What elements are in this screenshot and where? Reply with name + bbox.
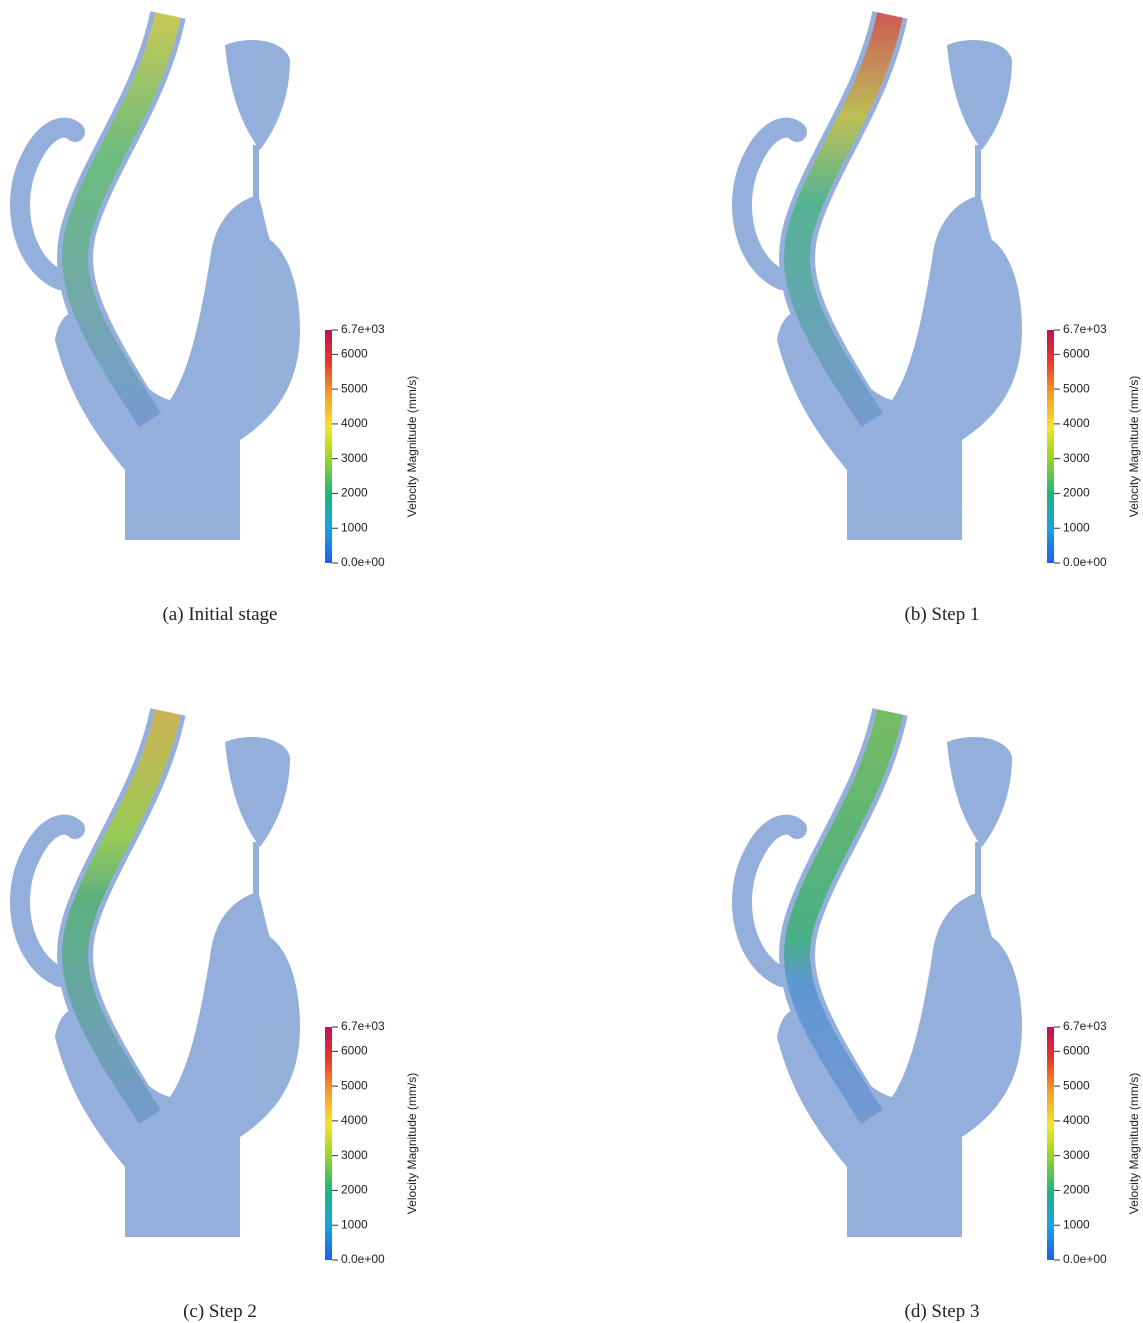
colorbar-tick-label: 2000 [1063,1183,1090,1197]
colorbar-label: Velocity Magnitude (mm/s) [1127,1073,1141,1214]
colorbar-tick-label: 6000 [1063,1044,1090,1058]
colorbar-tick-label: 2000 [341,1183,368,1197]
colorbar-tick-label: 3000 [1063,451,1090,465]
colorbar-tick-label: 6000 [1063,347,1090,361]
colorbar-tick-label: 0.0e+00 [341,555,385,569]
caption: (d) Step 3 [905,1301,980,1322]
vessel-neck [253,842,259,897]
vessel [20,15,300,540]
vessel [742,15,1022,540]
vessel-neck [975,842,981,897]
colorbar-label: Velocity Magnitude (mm/s) [405,376,419,517]
colorbar-tick-label: 4000 [1063,416,1090,430]
vessel-neck [975,145,981,200]
colorbar [325,330,332,563]
colorbar [1047,330,1054,563]
vessel [742,712,1022,1237]
colorbar-tick-label: 0.0e+00 [1063,1252,1107,1266]
colorbar-tick-label: 5000 [341,1078,368,1092]
colorbar-tick-label: 1000 [341,520,368,534]
colorbar-tick-label: 1000 [341,1217,368,1231]
colorbar-tick-label: 6.7e+03 [1063,1019,1107,1033]
panel: 6.7e+03 6000 5000 4000 3000 2000 1000 0.0e+00 Ve… [20,712,419,1322]
colorbar-tick-label: 6000 [341,1044,368,1058]
vessel-top-blob [947,737,1012,847]
colorbar-label: Velocity Magnitude (mm/s) [1127,376,1141,517]
vessel [20,712,300,1237]
colorbar-tick-label: 2000 [1063,486,1090,500]
colorbar-tick-label: 6.7e+03 [1063,322,1107,336]
colorbar-tick-label: 5000 [1063,381,1090,395]
vessel-top-blob [947,40,1012,150]
colorbar-tick-label: 2000 [341,486,368,500]
colorbar-label: Velocity Magnitude (mm/s) [405,1073,419,1214]
colorbar-tick-label: 3000 [341,1148,368,1162]
colorbar-tick-label: 6000 [341,347,368,361]
colorbar-tick-label: 0.0e+00 [1063,555,1107,569]
colorbar-tick-label: 5000 [1063,1078,1090,1092]
colorbar-tick-label: 1000 [1063,520,1090,534]
colorbar-tick-label: 6.7e+03 [341,1019,385,1033]
colorbar-tick-label: 1000 [1063,1217,1090,1231]
colorbar-tick-label: 5000 [341,381,368,395]
caption: (c) Step 2 [183,1301,257,1322]
figure: 6.7e+03 6000 5000 4000 3000 2000 1000 0.0e+00 Ve… [0,0,1143,1323]
colorbar-tick-label: 4000 [341,416,368,430]
colorbar-tick-label: 0.0e+00 [341,1252,385,1266]
colorbar [325,1027,332,1260]
page: 6.7e+03 6000 5000 4000 3000 2000 1000 0.0e+00 Ve… [0,0,1143,1323]
colorbar-tick-label: 3000 [1063,1148,1090,1162]
panel: 6.7e+03 6000 5000 4000 3000 2000 1000 0.0e+00 Ve… [20,15,419,625]
colorbar-tick-label: 3000 [341,451,368,465]
vessel-neck [253,145,259,200]
caption: (b) Step 1 [905,604,980,625]
colorbar-tick-label: 4000 [1063,1113,1090,1127]
colorbar-tick-label: 6.7e+03 [341,322,385,336]
panel: 6.7e+03 6000 5000 4000 3000 2000 1000 0.0e+00 Ve… [742,15,1141,625]
colorbar-tick-label: 4000 [341,1113,368,1127]
panel: 6.7e+03 6000 5000 4000 3000 2000 1000 0.0e+00 Ve… [742,712,1141,1322]
caption: (a) Initial stage [162,604,277,625]
colorbar [1047,1027,1054,1260]
vessel-top-blob [225,40,290,150]
vessel-top-blob [225,737,290,847]
